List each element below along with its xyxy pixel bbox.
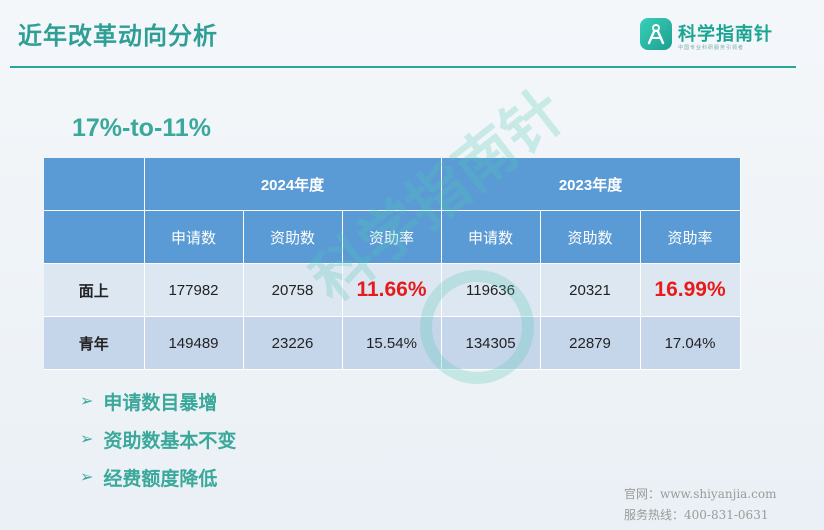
row-label: 青年: [44, 316, 145, 370]
table-cell: 134305: [441, 316, 541, 370]
subtitle: 17%-to-11%: [72, 114, 211, 142]
footer-contact: 官网：www.shiyanjia.com 服务热线：400-831-0631: [624, 484, 776, 526]
header-year-2023: 2023年度: [441, 158, 741, 211]
row-label: 面上: [44, 263, 145, 317]
brand-logo: 科学指南针 中国专业科研服务引领者: [640, 18, 790, 58]
table-cell: 20321: [540, 263, 641, 317]
table-cell: 149489: [144, 316, 244, 370]
column-header: 资助率: [640, 210, 741, 264]
bullet-text: 经费额度降低: [103, 468, 218, 490]
list-item: ➢ 经费额度降低: [80, 458, 236, 496]
list-item: ➢ 申请数目暴增: [80, 382, 236, 420]
table-corner-cell: [44, 158, 145, 211]
bullet-text: 申请数目暴增: [103, 392, 218, 414]
column-header: 资助数: [540, 210, 641, 264]
table-cell: 15.54%: [342, 316, 442, 370]
bullet-text: 资助数基本不变: [103, 430, 237, 452]
funding-table: 2024年度 2023年度 申请数 资助数 资助率 申请数 资助数 资助率 面上…: [44, 158, 741, 370]
footer-website: 官网：www.shiyanjia.com: [624, 487, 777, 501]
list-item: ➢ 资助数基本不变: [80, 420, 236, 458]
table-corner-cell: [44, 210, 145, 264]
column-header: 申请数: [441, 210, 541, 264]
column-header: 资助数: [243, 210, 343, 264]
table-cell: 119636: [441, 263, 541, 317]
compass-icon: [640, 18, 672, 50]
column-header: 申请数: [144, 210, 244, 264]
title-divider: [10, 66, 796, 68]
table-header-row-metrics: 申请数 资助数 资助率 申请数 资助数 资助率: [44, 210, 741, 264]
table-row: 面上 177982 20758 11.66% 119636 20321 16.9…: [44, 263, 741, 317]
chevron-right-icon: ➢: [80, 431, 94, 448]
highlighted-rate-cell: 11.66%: [342, 263, 442, 317]
chevron-right-icon: ➢: [80, 393, 94, 410]
logo-subtext: 中国专业科研服务引领者: [678, 45, 745, 51]
highlighted-rate-cell: 16.99%: [640, 263, 741, 317]
header-year-2024: 2024年度: [144, 158, 442, 211]
chevron-right-icon: ➢: [80, 469, 94, 486]
table-cell: 23226: [243, 316, 343, 370]
table-cell: 20758: [243, 263, 343, 317]
table-cell: 22879: [540, 316, 641, 370]
table-row: 青年 149489 23226 15.54% 134305 22879 17.0…: [44, 316, 741, 370]
column-header: 资助率: [342, 210, 442, 264]
bullet-list: ➢ 申请数目暴增 ➢ 资助数基本不变 ➢ 经费额度降低: [80, 382, 236, 496]
table-header-row-years: 2024年度 2023年度: [44, 158, 741, 211]
footer-hotline: 服务热线：400-831-0631: [624, 508, 769, 522]
logo-text: 科学指南针: [678, 24, 773, 44]
page-title: 近年改革动向分析: [18, 23, 218, 50]
table-cell: 17.04%: [640, 316, 741, 370]
table-cell: 177982: [144, 263, 244, 317]
